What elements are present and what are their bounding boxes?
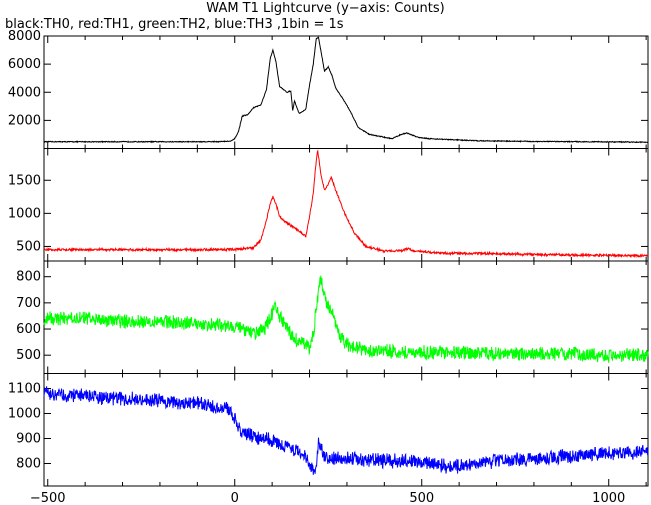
xtick-label-2: 500 — [409, 491, 434, 505]
xtick-label-0: −500 — [30, 491, 66, 505]
series-line-3-0 — [43, 386, 649, 475]
panel-frame-0 — [43, 35, 649, 149]
panel-frame-2 — [43, 260, 649, 374]
xtick-label-3: 1000 — [592, 491, 625, 505]
ytick-label-0-2: 6000 — [8, 57, 41, 72]
ytick-label-1-2: 1500 — [8, 173, 41, 188]
ytick-label-3-3: 1100 — [8, 382, 41, 397]
panel-frame-1 — [43, 148, 649, 262]
ytick-label-3-0: 800 — [16, 457, 41, 472]
series-line-1-0 — [43, 149, 649, 259]
ytick-label-3-1: 900 — [16, 432, 41, 447]
series-line-0-0 — [43, 36, 649, 144]
ytick-label-2-2: 700 — [16, 296, 41, 311]
series-line-2-0 — [43, 275, 649, 363]
ytick-label-0-3: 8000 — [8, 29, 41, 44]
chart-subtitle: black:TH0, red:TH1, green:TH2, blue:TH3 … — [5, 17, 344, 32]
panel-frame-3 — [43, 373, 649, 487]
ytick-label-2-3: 800 — [16, 270, 41, 285]
ytick-label-3-2: 1000 — [8, 407, 41, 422]
ytick-label-2-0: 500 — [16, 348, 41, 363]
ytick-label-1-0: 500 — [16, 239, 41, 254]
ytick-label-0-0: 2000 — [8, 113, 41, 128]
chart-title: WAM T1 Lightcurve (y−axis: Counts) — [206, 1, 445, 16]
ytick-label-2-1: 600 — [16, 322, 41, 337]
xtick-label-1: 0 — [231, 491, 239, 505]
ytick-label-0-1: 4000 — [8, 85, 41, 100]
ytick-label-1-1: 1000 — [8, 206, 41, 221]
